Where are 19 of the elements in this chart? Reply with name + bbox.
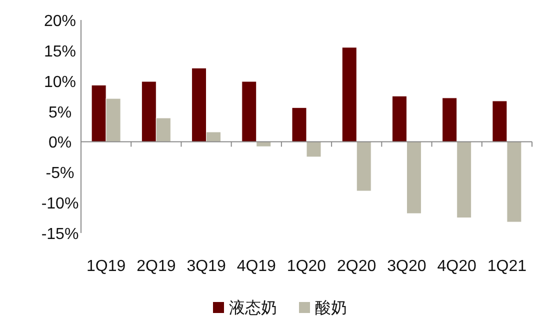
y-tick-label: 15% [44, 43, 76, 60]
x-tick-label: 1Q21 [487, 258, 527, 275]
y-tick-label: -15% [41, 226, 79, 243]
y-tick-label: 0% [48, 134, 72, 152]
y-tick-label: 5% [48, 104, 72, 122]
x-tick-label: 3Q20 [387, 258, 426, 275]
x-tick-label: 1Q19 [86, 258, 126, 275]
legend-label: 液态奶 [229, 299, 277, 317]
legend-label: 酸奶 [315, 299, 347, 317]
x-tick-label: 4Q20 [437, 258, 477, 275]
x-tick-label: 3Q19 [186, 258, 226, 275]
x-tick-label: 2Q19 [136, 258, 176, 275]
x-tick-label: 4Q19 [236, 258, 276, 275]
y-tick-label: 10% [44, 74, 76, 91]
y-tick-label: -5% [46, 165, 74, 182]
y-tick-label: -10% [41, 196, 79, 213]
y-tick-label: 20% [44, 13, 76, 30]
x-tick-label: 2Q20 [337, 258, 376, 275]
x-tick-label: 1Q20 [286, 258, 326, 275]
